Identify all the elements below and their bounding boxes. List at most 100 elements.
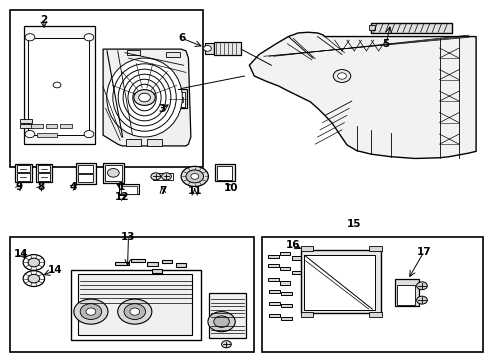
Polygon shape (249, 32, 475, 158)
Circle shape (53, 82, 61, 88)
Bar (168, 89, 187, 108)
Text: 6: 6 (178, 33, 185, 43)
Bar (78, 274, 192, 335)
Bar (10, 237, 254, 352)
Circle shape (28, 274, 40, 283)
Bar (176, 263, 185, 267)
Bar (78, 174, 93, 182)
Bar (17, 173, 30, 181)
Bar (292, 256, 303, 260)
Bar (281, 317, 291, 320)
Bar (60, 125, 72, 128)
Text: 8: 8 (37, 182, 44, 192)
Circle shape (107, 168, 119, 177)
Circle shape (23, 255, 44, 270)
Text: 9: 9 (16, 182, 23, 192)
Circle shape (74, 299, 108, 324)
Bar (166, 51, 180, 57)
Bar (127, 50, 140, 55)
Text: 3: 3 (158, 104, 165, 114)
Bar (279, 267, 290, 270)
Bar (161, 260, 172, 263)
Bar (105, 165, 122, 181)
Circle shape (416, 282, 427, 290)
Text: 16: 16 (285, 240, 300, 250)
Bar (267, 255, 278, 258)
Ellipse shape (106, 58, 182, 137)
Bar (147, 262, 158, 266)
Text: 12: 12 (114, 192, 129, 202)
Text: 13: 13 (121, 232, 136, 242)
Circle shape (203, 45, 211, 51)
Circle shape (207, 312, 235, 332)
Text: 4: 4 (69, 182, 77, 192)
Bar (292, 271, 303, 274)
Circle shape (190, 174, 198, 179)
Bar (28, 39, 89, 135)
Bar (396, 285, 414, 305)
Bar (368, 26, 374, 31)
Circle shape (134, 90, 155, 105)
Bar (152, 269, 161, 273)
Circle shape (86, 308, 96, 315)
Bar (115, 262, 129, 265)
Text: 14: 14 (48, 265, 62, 275)
Text: 11: 11 (187, 186, 202, 197)
Bar (209, 293, 245, 338)
Circle shape (181, 166, 208, 186)
Bar (304, 255, 374, 310)
Circle shape (23, 271, 44, 287)
Bar (205, 43, 214, 54)
Circle shape (130, 308, 140, 315)
Bar (131, 259, 145, 262)
Circle shape (84, 131, 94, 138)
Bar (217, 166, 231, 180)
Bar (10, 10, 203, 167)
Bar (300, 246, 312, 251)
Text: 10: 10 (223, 183, 238, 193)
Bar (281, 304, 291, 307)
Circle shape (80, 304, 102, 319)
Text: 14: 14 (14, 248, 28, 258)
Text: 1: 1 (118, 182, 125, 192)
Bar (17, 165, 30, 172)
Bar (300, 312, 312, 317)
Bar (279, 252, 290, 255)
Text: 15: 15 (346, 220, 361, 229)
Bar (37, 134, 57, 137)
Bar (300, 250, 380, 313)
Circle shape (185, 170, 203, 183)
Bar (20, 125, 32, 128)
Bar (126, 139, 141, 145)
Circle shape (118, 299, 152, 324)
Bar (103, 163, 123, 183)
Bar (38, 173, 50, 181)
Bar (20, 119, 32, 123)
Bar (215, 164, 234, 181)
Bar (368, 312, 381, 317)
Bar (268, 290, 279, 293)
Bar (281, 292, 291, 296)
Bar (268, 302, 279, 305)
Text: 17: 17 (416, 247, 430, 257)
Bar (15, 163, 32, 182)
Bar (31, 125, 42, 128)
Circle shape (139, 93, 150, 102)
Bar (279, 282, 290, 285)
Bar (24, 26, 95, 144)
Bar (394, 279, 418, 306)
Circle shape (332, 69, 350, 82)
Circle shape (84, 34, 94, 41)
Circle shape (221, 341, 231, 348)
Bar (214, 41, 241, 55)
Bar (267, 278, 278, 281)
Bar (36, 163, 52, 182)
Bar (170, 92, 185, 107)
Bar (71, 270, 200, 339)
Bar (147, 139, 161, 145)
Bar (370, 23, 451, 33)
Bar (261, 237, 483, 352)
Text: 5: 5 (382, 40, 389, 49)
Circle shape (337, 73, 346, 79)
Bar (153, 173, 173, 180)
